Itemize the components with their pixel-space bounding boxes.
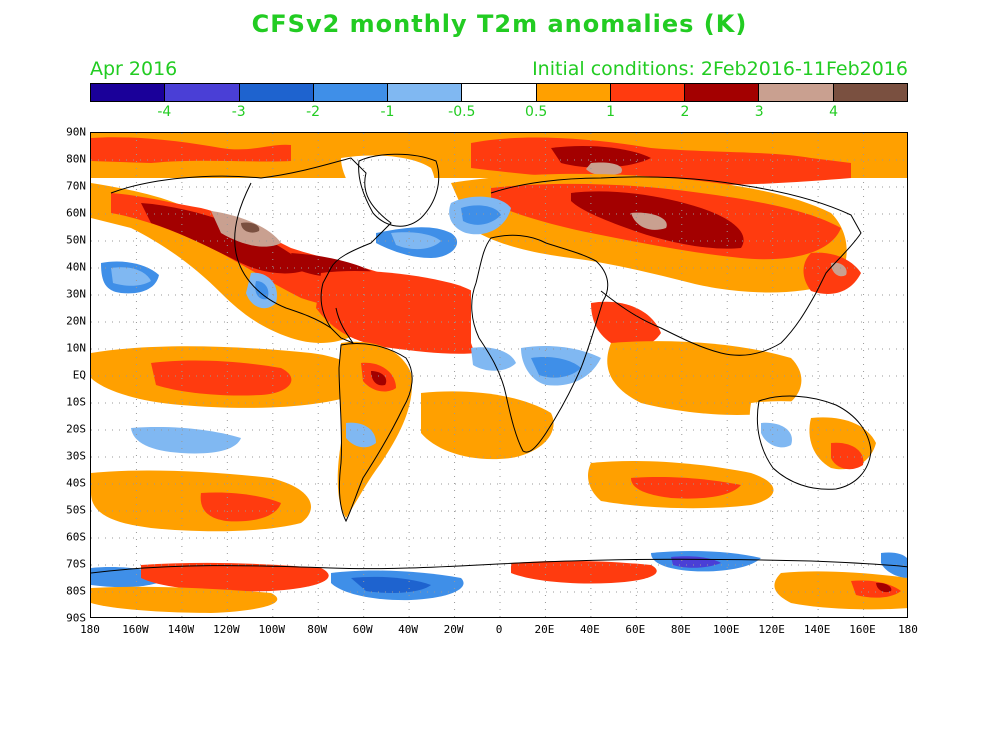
lon-tick-label: 0 <box>495 623 503 636</box>
lat-tick-label: 60S <box>66 530 86 544</box>
lat-tick-label: 20S <box>66 422 86 436</box>
lon-tick-label: 160W <box>122 623 149 636</box>
lon-tick-label: 20W <box>443 623 464 636</box>
lon-tick-label: 140W <box>167 623 195 636</box>
map-canvas <box>91 133 907 617</box>
legend-label: 3 <box>754 104 764 120</box>
lat-tick-label: 80N <box>66 152 86 166</box>
lon-tick-label: 100W <box>258 623 286 636</box>
legend-swatch <box>833 84 907 101</box>
lat-tick-label: EQ <box>72 368 86 382</box>
lat-tick-label: 90N <box>66 125 86 139</box>
legend-label: -1 <box>380 104 395 120</box>
color-legend-bar <box>90 83 908 102</box>
legend-swatch <box>165 84 240 101</box>
legend-label: -4 <box>157 104 172 120</box>
lon-tick-label: 120E <box>758 623 785 636</box>
lat-tick-label: 50N <box>66 233 86 247</box>
legend-label: 0.5 <box>525 104 548 120</box>
lat-tick-label: 70S <box>66 557 86 571</box>
lat-tick-label: 30N <box>66 287 86 301</box>
lon-tick-label: 160E <box>849 623 876 636</box>
lat-tick-label: 90S <box>66 611 86 625</box>
initial-conditions-label: Initial conditions: 2Feb2016-11Feb2016 <box>532 58 908 80</box>
lon-tick-label: 60E <box>625 623 646 636</box>
legend-label: 1 <box>606 104 615 120</box>
lon-tick-label: 180 <box>898 623 918 636</box>
lat-tick-label: 80S <box>66 584 86 598</box>
valid-month-label: Apr 2016 <box>90 58 178 80</box>
lon-tick-label: 100E <box>712 623 740 636</box>
lat-tick-label: 40N <box>66 260 86 274</box>
legend-swatch <box>462 84 537 101</box>
lat-tick-label: 50S <box>66 503 86 517</box>
legend-label: -0.5 <box>448 104 476 120</box>
legend-swatch <box>239 84 314 101</box>
chart-title: CFSv2 monthly T2m anomalies (K) <box>251 10 748 38</box>
lon-tick-label: 60W <box>352 623 373 636</box>
legend-swatch <box>685 84 760 101</box>
lat-tick-label: 20N <box>66 314 86 328</box>
lon-tick-label: 140E <box>803 623 831 636</box>
lat-tick-label: 70N <box>66 179 86 193</box>
lon-tick-label: 20E <box>534 623 555 636</box>
legend-swatch <box>610 84 686 101</box>
lat-tick-label: 10S <box>66 395 86 409</box>
lon-tick-label: 80W <box>307 623 328 636</box>
lon-tick-label: 40E <box>579 623 600 636</box>
lat-tick-label: 40S <box>66 476 86 490</box>
anomaly-map <box>90 132 908 618</box>
legend-swatch <box>313 84 389 101</box>
legend-label: 4 <box>829 104 839 120</box>
temperature-anomaly-field <box>91 133 907 617</box>
lon-tick-label: 120W <box>213 623 240 636</box>
legend-swatch <box>388 84 463 101</box>
lat-tick-label: 60N <box>66 206 86 220</box>
legend-label: -3 <box>231 104 246 120</box>
legend-label: -2 <box>306 104 321 120</box>
legend-swatch <box>759 84 834 101</box>
lon-tick-label: 40W <box>398 623 419 636</box>
legend-swatch <box>91 84 166 101</box>
lon-tick-label: 80E <box>670 623 691 636</box>
lon-tick-label: 180 <box>80 623 100 636</box>
lat-tick-label: 10N <box>66 341 86 355</box>
legend-swatch <box>536 84 611 101</box>
coastlines <box>91 153 907 574</box>
legend-label: 2 <box>680 104 690 120</box>
lat-tick-label: 30S <box>66 449 86 463</box>
